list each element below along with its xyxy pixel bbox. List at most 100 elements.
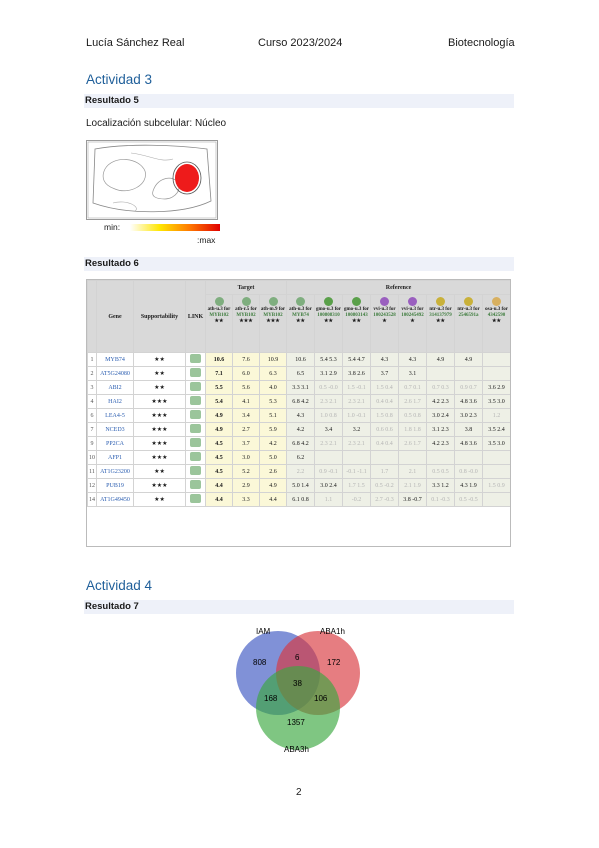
network-link-icon[interactable] [190,382,201,391]
reference-value-cell: 3.5 3.0 [482,394,510,409]
probe-id[interactable]: 100243528 [373,313,396,318]
reference-value-cell: 0.9 -0.1 [314,464,344,479]
col-gene-header: Gene [96,280,134,353]
link-cell[interactable] [185,394,206,409]
col-index-header [87,280,97,353]
target-value-cell: 4.4 [205,492,233,507]
gene-link[interactable]: AT5G24080 [96,366,134,381]
link-cell[interactable] [185,478,206,493]
reference-value-cell: 3.1 2.3 [426,422,456,437]
probe-label: ath-u.3 for [289,307,312,312]
link-cell[interactable] [185,366,206,381]
network-link-icon[interactable] [190,396,201,405]
venn-diagram: IAM ABA1h ABA3h 808 172 1357 6 168 106 3… [236,627,360,754]
probe-id[interactable]: 100808310 [317,313,340,318]
link-cell[interactable] [185,408,206,423]
reference-value-cell: 1.0 -0.1 [342,408,372,423]
reference-value-cell: 3.5 3.0 [482,436,510,451]
probe-id[interactable]: MYB102 [236,313,256,318]
reference-value-cell: 2.7 -0.3 [370,492,400,507]
link-cell[interactable] [185,464,206,479]
network-link-icon[interactable] [190,410,201,419]
network-link-icon[interactable] [190,354,201,363]
gene-link[interactable]: AT1G23200 [96,464,134,479]
reference-value-cell: 1.5 -0.1 [342,380,372,395]
supportability-cell: ★★★ [133,394,186,409]
header-course: Curso 2023/2024 [258,37,343,49]
reference-value-cell: 1.5 0.9 [482,478,510,493]
network-link-icon[interactable] [190,494,201,503]
network-link-icon[interactable] [190,452,201,461]
subcellular-localization-image [86,140,218,220]
gene-link[interactable]: MYB74 [96,352,134,367]
probe-id[interactable]: 100245492 [401,313,424,318]
gene-link[interactable]: PP2CA [96,436,134,451]
link-cell[interactable] [185,436,206,451]
target-value-cell: 2.6 [258,464,288,479]
probe-id[interactable]: MYB102 [263,313,283,318]
probe-stars: ★★ [296,319,305,324]
gene-link[interactable]: LEA4-5 [96,408,134,423]
reference-value-cell: 0.6 0.6 [370,422,400,437]
reference-value-cell: 3.1 2.9 [314,366,344,381]
gene-link[interactable]: AT1G49450 [96,492,134,507]
probe-id[interactable]: 2546591a [458,313,479,318]
target-value-cell: 4.9 [258,478,288,493]
network-link-icon[interactable] [190,466,201,475]
probe-label: vvi-u.3 for [401,307,424,312]
network-link-icon[interactable] [190,424,201,433]
section-title-actividad-3: Actividad 3 [86,72,153,87]
link-cell[interactable] [185,450,206,465]
supportability-cell: ★★ [133,380,186,395]
probe-header-6: vvi-u.3 for 100243528 ★ [370,294,400,353]
reference-value-cell [426,366,456,381]
gene-link[interactable]: AFP1 [96,450,134,465]
table-row: 12 PUB19 ★★★ 4.4 2.9 4.9 5.0 1.4 3.0 2.4 1.7 1.5… [87,478,510,493]
venn-label-iam: IAM [256,627,271,636]
link-cell[interactable] [185,352,206,367]
gene-link[interactable]: HAI2 [96,394,134,409]
target-value-cell: 2.9 [232,478,260,493]
reference-value-cell [482,450,510,465]
reference-value-cell: 5.4 4.7 [342,352,372,367]
probe-header-10: osa-u.3 for 4342590 ★★ [482,294,510,353]
probe-id[interactable]: 100803143 [345,313,368,318]
target-value-cell: 2.7 [232,422,260,437]
probe-id[interactable]: MYB74 [292,313,309,318]
target-value-cell: 5.5 [205,380,233,395]
table-row: 9 PP2CA ★★★ 4.5 3.7 4.2 6.8 4.2 2.3 2.1 2.3 2.1 0… [87,436,510,451]
reference-value-cell: 3.0 2.4 [426,408,456,423]
reference-value-cell: 6.8 4.2 [286,394,316,409]
table-row: 4 HAI2 ★★★ 5.4 4.1 5.3 6.8 4.2 2.3 2.1 2.3 2.1 0.… [87,394,510,409]
probe-label: ath-u.3 for [207,307,231,312]
probe-header-1: ath-r.5 for MYB102 ★★★ [232,294,260,353]
link-cell[interactable] [185,422,206,437]
header-subject: Biotecnología [448,37,515,49]
reference-value-cell: 0.9 0.7 [454,380,484,395]
gene-link[interactable]: ABI2 [96,380,134,395]
network-link-icon[interactable] [190,438,201,447]
probe-id[interactable]: 314137979 [429,313,452,318]
network-link-icon[interactable] [190,368,201,377]
reference-value-cell: 1.7 [370,464,400,479]
gene-link[interactable]: PUB19 [96,478,134,493]
row-index-cell: 3 [87,380,97,395]
species-icon [214,297,224,306]
link-cell[interactable] [185,380,206,395]
reference-value-cell: 1.8 1.8 [398,422,428,437]
link-cell[interactable] [185,492,206,507]
row-index-cell: 6 [87,408,97,423]
supportability-cell: ★★★ [133,408,186,423]
network-link-icon[interactable] [190,480,201,489]
col-link-header: LINK [185,280,206,353]
gene-link[interactable]: NCED3 [96,422,134,437]
target-value-cell: 6.0 [232,366,260,381]
target-value-cell: 5.4 [205,394,233,409]
reference-value-cell: 3.3 1.2 [426,478,456,493]
probe-id[interactable]: 4342590 [487,313,506,318]
probe-id[interactable]: MYB102 [209,313,229,318]
reference-value-cell [482,464,510,479]
reference-value-cell: 0.5 0.8 [398,408,428,423]
supportability-cell: ★★ [133,366,186,381]
supportability-cell: ★★★ [133,436,186,451]
